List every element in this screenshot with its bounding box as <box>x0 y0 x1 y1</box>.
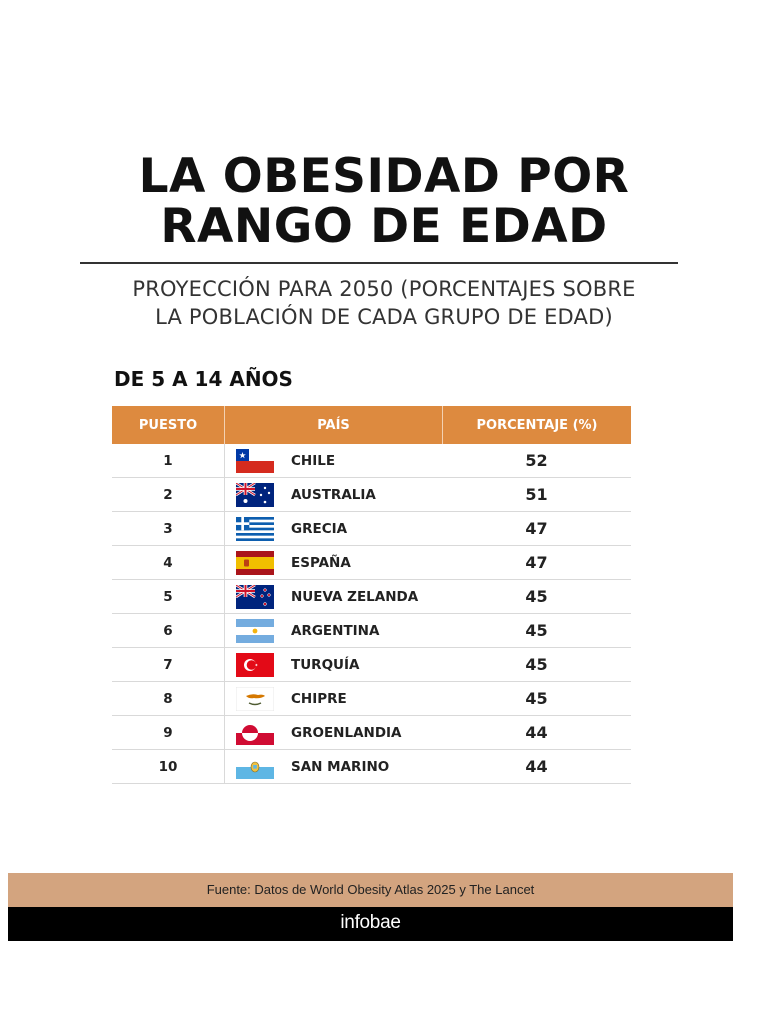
rank-cell: 5 <box>163 588 173 605</box>
table-row: 10 SAN MARINO 44 <box>112 750 631 784</box>
rank-cell: 4 <box>163 554 173 571</box>
san-marino-flag-icon <box>236 754 274 779</box>
percent-cell: 45 <box>525 655 548 674</box>
cyprus-flag-icon <box>235 686 275 711</box>
subtitle-line-2: LA POBLACIÓN DE CADA GRUPO DE EDAD) <box>155 305 613 329</box>
country-name: ARGENTINA <box>291 622 380 639</box>
percent-cell: 45 <box>525 587 548 606</box>
table-row: 3 GRECIA 47 <box>112 512 631 546</box>
rank-cell: 3 <box>163 520 173 537</box>
table-row: 9 GROENLANDIA 44 <box>112 716 631 750</box>
percent-cell: 52 <box>525 451 548 470</box>
title-line-2: RANGO DE EDAD <box>160 199 608 254</box>
new-zealand-flag-icon <box>235 583 274 609</box>
table-row: 1 CHILE 52 <box>112 444 631 478</box>
table-row: 6 ARGENTINA 45 <box>112 614 631 648</box>
rank-cell: 2 <box>163 486 173 503</box>
title-divider <box>80 262 678 264</box>
country-cell: ESPAÑA <box>224 546 442 579</box>
table-header: PUESTO PAÍS PORCENTAJE (%) <box>112 406 631 444</box>
country-cell: ARGENTINA <box>224 614 442 647</box>
percent-cell: 47 <box>525 519 548 538</box>
country-name: ESPAÑA <box>291 554 351 571</box>
argentina-flag-icon <box>236 618 274 643</box>
column-header-country: PAÍS <box>224 406 442 444</box>
country-name: CHILE <box>291 452 336 469</box>
country-cell: CHIPRE <box>224 682 442 715</box>
title-line-1: LA OBESIDAD POR <box>138 149 630 204</box>
table-body: 1 CHILE 52 2 AUSTRALIA 51 3 GRECIA 47 4 ESPAÑA 47 5 N… <box>112 444 631 784</box>
greenland-flag-icon <box>236 720 274 745</box>
ranking-table: PUESTO PAÍS PORCENTAJE (%) 1 CHILE 52 2 AUST… <box>112 406 631 784</box>
subtitle-line-1: PROYECCIÓN PARA 2050 (PORCENTAJES SOBRE <box>132 277 636 301</box>
subtitle: PROYECCIÓN PARA 2050 (PORCENTAJES SOBRE … <box>0 275 768 331</box>
section-label: DE 5 A 14 AÑOS <box>114 367 293 391</box>
column-header-percent: PORCENTAJE (%) <box>442 406 631 444</box>
spain-flag-icon <box>236 550 274 575</box>
column-header-rank: PUESTO <box>138 417 198 433</box>
country-name: GRECIA <box>291 520 348 537</box>
percent-cell: 45 <box>525 621 548 640</box>
country-cell: SAN MARINO <box>224 750 442 783</box>
table-row: 7 TURQUÍA 45 <box>112 648 631 682</box>
country-name: AUSTRALIA <box>291 486 376 503</box>
percent-cell: 47 <box>525 553 548 572</box>
greece-flag-icon <box>236 516 274 541</box>
table-row: 2 AUSTRALIA 51 <box>112 478 631 512</box>
table-row: 5 NUEVA ZELANDA 45 <box>112 580 631 614</box>
percent-cell: 51 <box>525 485 548 504</box>
country-cell: CHILE <box>224 444 442 477</box>
percent-cell: 45 <box>525 689 548 708</box>
country-name: GROENLANDIA <box>291 724 402 741</box>
rank-cell: 8 <box>163 690 173 707</box>
rank-cell: 9 <box>163 724 173 741</box>
rank-cell: 6 <box>163 622 173 639</box>
brand-logo: infobae <box>8 907 733 941</box>
rank-cell: 7 <box>163 656 173 673</box>
page-title: LA OBESIDAD POR RANGO DE EDAD <box>0 152 768 252</box>
rank-cell: 1 <box>163 452 173 469</box>
country-name: CHIPRE <box>291 690 347 707</box>
country-cell: AUSTRALIA <box>224 478 442 511</box>
percent-cell: 44 <box>525 723 548 742</box>
chile-flag-icon <box>236 448 274 473</box>
country-name: NUEVA ZELANDA <box>291 588 419 605</box>
country-cell: TURQUÍA <box>224 648 442 681</box>
country-cell: NUEVA ZELANDA <box>224 580 442 613</box>
country-cell: GRECIA <box>224 512 442 545</box>
source-bar: Fuente: Datos de World Obesity Atlas 202… <box>8 873 733 907</box>
rank-cell: 10 <box>158 758 178 775</box>
country-name: TURQUÍA <box>291 656 360 673</box>
country-cell: GROENLANDIA <box>224 716 442 749</box>
australia-flag-icon <box>235 481 274 507</box>
table-row: 4 ESPAÑA 47 <box>112 546 631 580</box>
country-name: SAN MARINO <box>291 758 390 775</box>
table-row: 8 CHIPRE 45 <box>112 682 631 716</box>
percent-cell: 44 <box>525 757 548 776</box>
turkey-flag-icon <box>236 652 274 677</box>
